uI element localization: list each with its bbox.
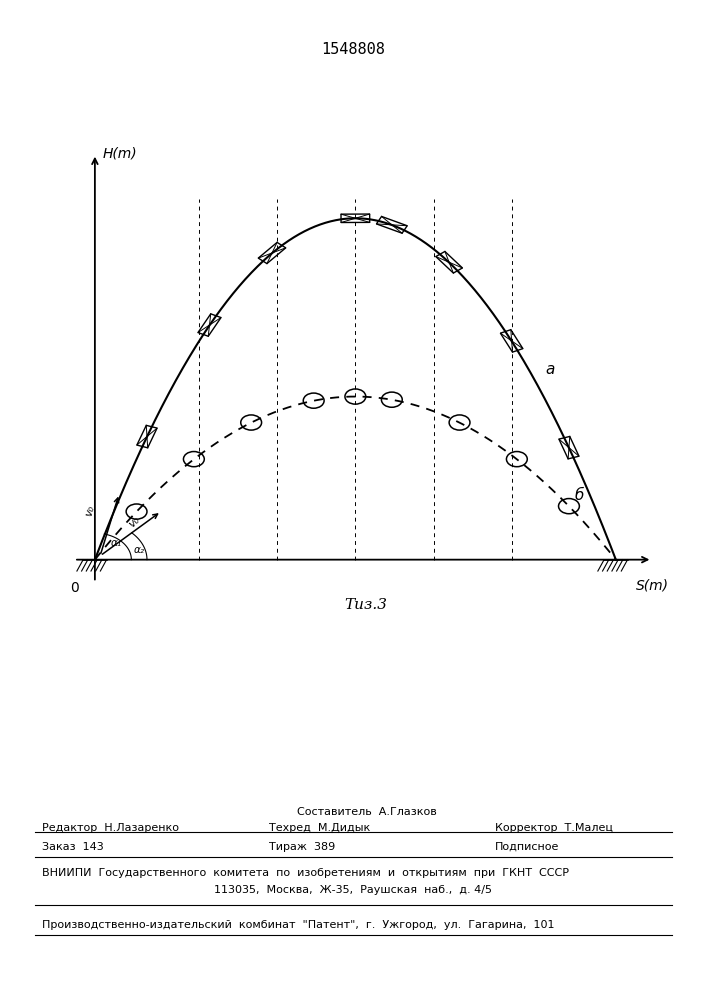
Text: 0: 0: [70, 581, 78, 595]
Text: 1548808: 1548808: [322, 42, 385, 57]
Text: H(m): H(m): [103, 147, 137, 161]
Text: Производственно-издательский  комбинат  "Патент",  г.  Ужгород,  ул.  Гагарина, : Производственно-издательский комбинат "П…: [42, 920, 555, 930]
Text: Редактор  Н.Лазаренко: Редактор Н.Лазаренко: [42, 823, 180, 833]
Text: Подписное: Подписное: [495, 842, 559, 852]
Text: a: a: [546, 362, 555, 377]
Text: v₀: v₀: [127, 514, 141, 529]
Text: ВНИИПИ  Государственного  комитета  по  изобретениям  и  открытиям  при  ГКНТ  С: ВНИИПИ Государственного комитета по изоб…: [42, 868, 569, 878]
Text: Корректор  Т.Малец: Корректор Т.Малец: [495, 823, 613, 833]
Text: Составитель  А.Глазков: Составитель А.Глазков: [297, 807, 437, 817]
Text: α₂: α₂: [134, 545, 145, 555]
Text: α₁: α₁: [110, 538, 122, 548]
Text: 113035,  Москва,  Ж-35,  Раушская  наб.,  д. 4/5: 113035, Москва, Ж-35, Раушская наб., д. …: [214, 885, 493, 895]
Text: б: б: [574, 488, 583, 503]
Text: Техред  М.Дидык: Техред М.Дидык: [269, 823, 370, 833]
Text: S(m): S(m): [636, 579, 669, 593]
Text: Тираж  389: Тираж 389: [269, 842, 335, 852]
Text: Τиз.3: Τиз.3: [344, 598, 387, 612]
Text: Заказ  143: Заказ 143: [42, 842, 104, 852]
Text: v₀: v₀: [83, 504, 96, 517]
